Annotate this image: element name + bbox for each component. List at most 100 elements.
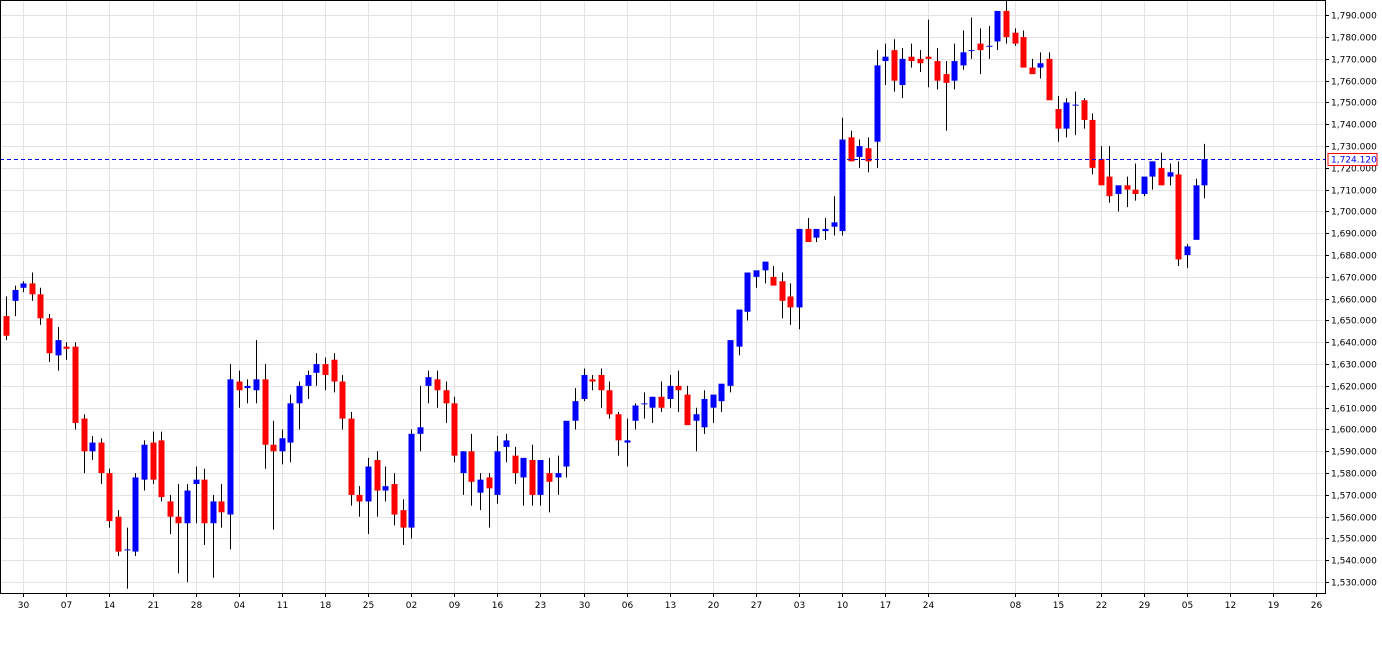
candle-body-up (693, 414, 700, 421)
candle (986, 26, 993, 59)
candle (753, 270, 760, 288)
candle (400, 499, 407, 546)
candle-body-up (813, 228, 820, 238)
candle (925, 19, 932, 88)
candle-body-down (1081, 100, 1088, 120)
candle (839, 117, 846, 236)
candle (1003, 0, 1010, 44)
candle-body-down (908, 56, 915, 62)
plot-frame (0, 0, 1326, 594)
candle-body-up (727, 340, 734, 386)
candle-body-up (494, 451, 501, 495)
candle-body-up (382, 486, 389, 491)
candle (72, 342, 79, 430)
candle (736, 309, 743, 356)
candle (1167, 163, 1174, 186)
candle (494, 436, 501, 504)
candle (1193, 178, 1200, 240)
candle (1012, 28, 1019, 46)
candle-body-down (1158, 167, 1165, 186)
x-tick-label: 10 (837, 601, 849, 611)
candle-body-down (400, 510, 407, 528)
candle (89, 436, 96, 461)
candle-body-up (581, 374, 588, 399)
candle (589, 374, 596, 391)
candle-body-down (158, 440, 165, 498)
candle (3, 296, 10, 341)
candle (770, 265, 777, 286)
candle (874, 50, 881, 168)
candle-body-down (1029, 67, 1036, 75)
candle (744, 272, 751, 321)
candle-body-down (150, 442, 157, 480)
candle (348, 412, 355, 506)
candle (503, 433, 510, 463)
candle (236, 370, 243, 408)
x-tick-label: 11 (277, 601, 288, 611)
candle (908, 43, 915, 68)
candle (227, 364, 234, 550)
current-price-marker: 1,724.120 (1327, 153, 1378, 166)
candle (581, 368, 588, 402)
candle (658, 381, 665, 413)
candle-body-up (986, 45, 993, 47)
y-tick-label: 1,670.000 (1331, 274, 1377, 284)
candle (1081, 98, 1088, 129)
candle (563, 420, 570, 478)
candle-body-down (262, 379, 269, 445)
candle-body-up (12, 289, 19, 301)
candle-body-up (701, 398, 708, 428)
x-tick-label: 30 (18, 601, 30, 611)
candle-body-up (822, 228, 829, 232)
candle (106, 468, 113, 528)
candle (391, 473, 398, 526)
y-tick-label: 1,570.000 (1331, 492, 1377, 502)
x-tick-label: 17 (880, 601, 891, 611)
candle (1098, 146, 1105, 186)
x-tick-label: 07 (61, 601, 72, 611)
candle-body-down (615, 414, 622, 441)
candle-body-down (943, 74, 950, 83)
x-tick-label: 09 (449, 601, 461, 611)
candle-body-up (1063, 102, 1070, 129)
candle-body-down (805, 228, 812, 242)
candle-body-down (29, 283, 36, 295)
candle (710, 394, 717, 423)
candle-body-down (46, 318, 53, 354)
candle (262, 364, 269, 469)
candle (365, 457, 372, 535)
candle (434, 370, 441, 408)
candle (451, 396, 458, 463)
candle-body-down (339, 381, 346, 419)
candle (882, 43, 889, 86)
candle (1149, 161, 1156, 190)
candle (1046, 52, 1053, 101)
candle (20, 281, 27, 293)
candle-body-up (1149, 161, 1156, 177)
candle (279, 429, 286, 465)
candle-body-down (865, 148, 872, 162)
candle (762, 261, 769, 284)
y-tick-label: 1,770.000 (1331, 56, 1377, 66)
y-tick-label: 1,750.000 (1331, 99, 1377, 109)
candle-body-up (537, 460, 544, 495)
y-tick-label: 1,660.000 (1331, 296, 1377, 306)
candle (374, 451, 381, 517)
candle-body-down (934, 61, 941, 81)
y-tick-label: 1,600.000 (1331, 426, 1377, 436)
y-tick-label: 1,780.000 (1331, 34, 1377, 44)
candle-body-down (175, 516, 182, 524)
x-tick-label: 25 (363, 601, 374, 611)
candle (520, 457, 527, 506)
candle (1089, 113, 1096, 175)
candle (598, 368, 605, 408)
candle-body-up (968, 50, 975, 52)
candle-body-down (322, 364, 329, 375)
candle-body-down (1020, 37, 1027, 68)
y-tick-label: 1,710.000 (1331, 187, 1377, 197)
candle (244, 379, 251, 404)
candle (555, 455, 562, 495)
candle-body-up (313, 364, 320, 373)
